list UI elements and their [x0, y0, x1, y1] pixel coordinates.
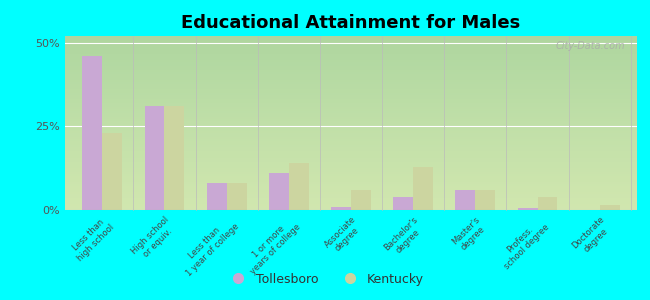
Bar — [207, 183, 227, 210]
Bar — [269, 173, 289, 210]
Bar — [475, 190, 495, 210]
Text: City-Data.com: City-Data.com — [556, 41, 625, 51]
Bar — [456, 190, 475, 210]
Bar — [102, 133, 122, 210]
Bar — [351, 190, 371, 210]
Bar — [331, 207, 351, 210]
Title: Educational Attainment for Males: Educational Attainment for Males — [181, 14, 521, 32]
Bar — [538, 196, 558, 210]
Bar — [600, 205, 619, 210]
Legend: Tollesboro, Kentucky: Tollesboro, Kentucky — [221, 268, 429, 291]
Bar — [517, 208, 538, 210]
Bar — [83, 56, 102, 210]
Bar — [393, 196, 413, 210]
Bar — [227, 183, 246, 210]
Bar — [289, 163, 309, 210]
Bar — [144, 106, 164, 210]
Bar — [164, 106, 185, 210]
Bar — [413, 167, 433, 210]
